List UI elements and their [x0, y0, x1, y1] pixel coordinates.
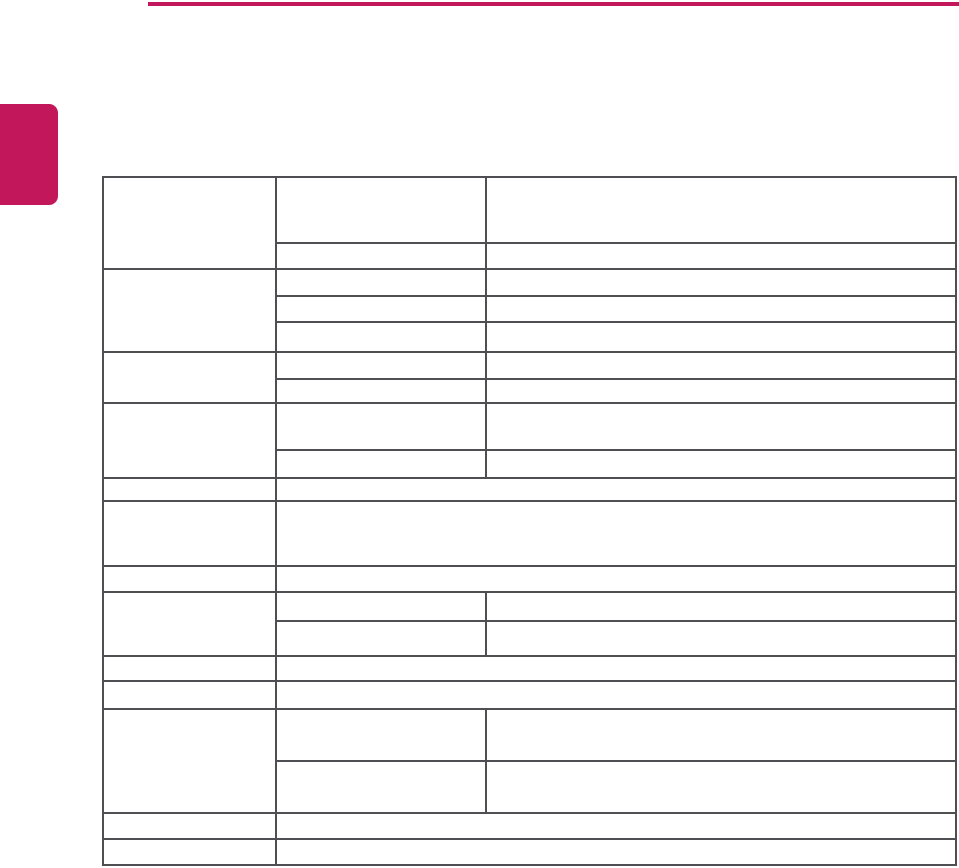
cell-col3 [485, 242, 957, 270]
table-row [102, 708, 957, 814]
table-row [102, 655, 957, 682]
cell-col2-3-merged [275, 838, 957, 866]
cell-col1 [102, 500, 277, 567]
cell-col2 [275, 378, 487, 404]
table-row [103, 449, 957, 479]
cell-col3 [485, 295, 957, 323]
cell-col2 [275, 591, 487, 622]
cell-col1 [102, 477, 277, 502]
cell-col2 [275, 242, 487, 270]
table-row [102, 565, 957, 593]
table-row [102, 176, 957, 270]
cell-col2 [275, 620, 487, 657]
table-row [102, 680, 957, 710]
table-row [102, 838, 957, 866]
cell-col3 [485, 321, 957, 353]
cell-col2-3-merged [275, 680, 957, 710]
table-row [102, 812, 957, 840]
cell-col3 [485, 620, 957, 657]
cell-col3 [485, 708, 957, 762]
table-row [103, 760, 957, 814]
table-row [103, 242, 957, 270]
cell-col1 [102, 591, 277, 657]
cell-col1 [102, 680, 277, 710]
cell-col3 [485, 351, 957, 380]
cell-col2-3-merged [275, 655, 957, 682]
cell-col2 [275, 760, 487, 814]
cell-col1 [102, 351, 277, 404]
table-row [102, 591, 957, 657]
table-body [102, 176, 957, 866]
chapter-tab [0, 104, 58, 205]
table-row [102, 402, 957, 479]
cell-col2 [275, 321, 487, 353]
cell-col2 [275, 402, 487, 451]
cell-col1 [102, 176, 277, 270]
cell-col2-3-merged [275, 812, 957, 840]
cell-col3 [485, 176, 957, 244]
table-row [103, 295, 957, 323]
table-row [103, 378, 957, 404]
cell-col3 [485, 268, 957, 297]
cell-col1 [102, 402, 277, 479]
cell-col2 [275, 176, 487, 244]
cell-col2-3-merged [275, 477, 957, 502]
cell-col2 [275, 295, 487, 323]
cell-col1 [102, 838, 277, 866]
cell-col3 [485, 760, 957, 814]
table-row [102, 351, 957, 404]
cell-col1 [102, 812, 277, 840]
cell-col1 [102, 708, 277, 814]
table-row [102, 268, 957, 353]
cell-col2 [275, 351, 487, 380]
cell-col3 [485, 449, 957, 479]
cell-col2-3-merged [275, 565, 957, 593]
table-row [103, 620, 957, 657]
cell-col3 [485, 591, 957, 622]
cell-col3 [485, 378, 957, 404]
cell-col2 [275, 268, 487, 297]
table-row [103, 321, 957, 353]
cell-col1 [102, 565, 277, 593]
header-accent-rule [148, 2, 959, 6]
cell-col2 [275, 708, 487, 762]
cell-col3 [485, 402, 957, 451]
cell-col2-3-merged [275, 500, 957, 567]
cell-col1 [102, 268, 277, 353]
specifications-grid [102, 176, 957, 866]
cell-col1 [102, 655, 277, 682]
table-row [102, 500, 957, 567]
cell-col2 [275, 449, 487, 479]
table-row [102, 477, 957, 502]
